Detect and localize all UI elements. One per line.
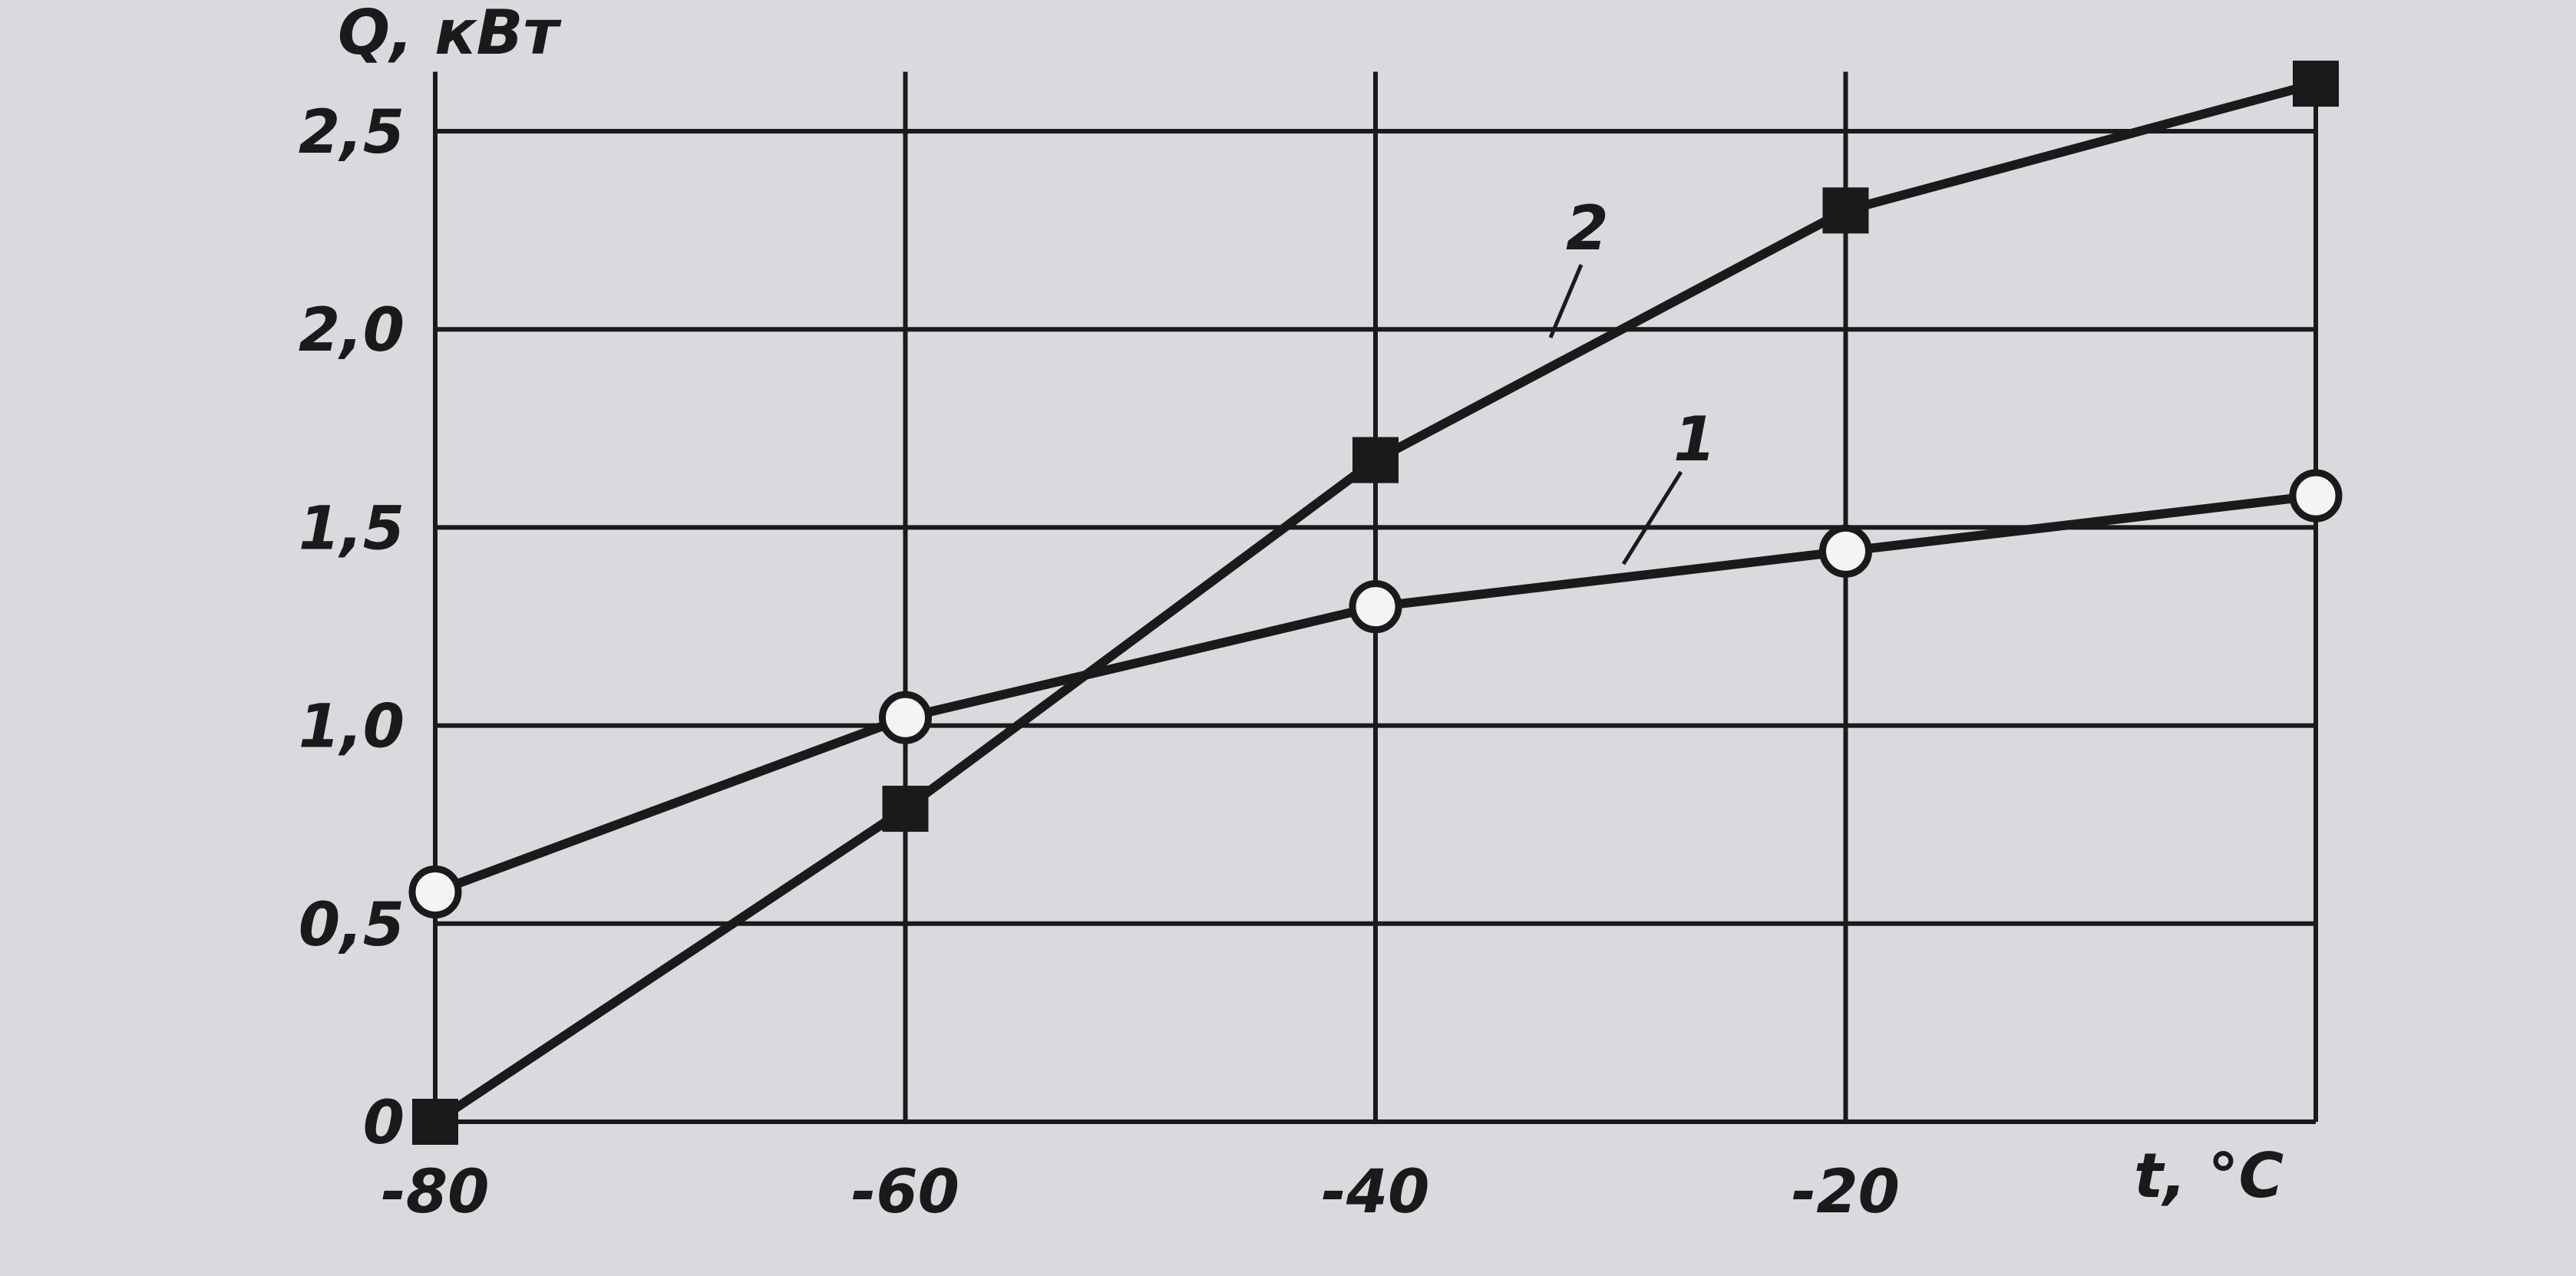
data-point-square	[1822, 187, 1869, 234]
data-point-circle	[1819, 524, 1872, 578]
data-point-square	[412, 1099, 458, 1145]
x-tick-label: -40	[1322, 1158, 1430, 1227]
tick-labels: 0 0,5 1,0 1,5 2,0 2,5 -80 -60 -40 -20	[299, 98, 1900, 1227]
y-tick-label: 2,5	[299, 98, 405, 167]
x-tick-label: -20	[1792, 1158, 1900, 1227]
y-tick-label: 0,5	[299, 891, 405, 960]
data-point-circle	[1349, 580, 1402, 634]
series-label-2: 2	[1566, 193, 1609, 264]
y-tick-label: 0	[363, 1089, 405, 1158]
series-label-1: 1	[1673, 404, 1716, 475]
x-tick-label: -60	[851, 1158, 959, 1227]
series-group	[408, 61, 2343, 1145]
data-point-circle	[2289, 469, 2343, 523]
data-point-square	[2293, 61, 2339, 107]
data-point-circle	[879, 691, 932, 744]
data-point-square	[1352, 437, 1399, 483]
data-point-square	[882, 786, 929, 833]
x-axis-label: t, °C	[2134, 1140, 2284, 1212]
grid	[433, 71, 2318, 1124]
y-tick-label: 1,0	[299, 693, 405, 762]
y-tick-label: 2,0	[299, 296, 405, 365]
x-tick-label: -80	[381, 1158, 490, 1227]
leader-line-2	[1548, 264, 1584, 338]
leader-line-1	[1621, 470, 1683, 565]
y-tick-label: 1,5	[299, 494, 405, 563]
data-point-circle	[408, 865, 462, 918]
y-axis-label: Q, кВт	[338, 0, 563, 68]
